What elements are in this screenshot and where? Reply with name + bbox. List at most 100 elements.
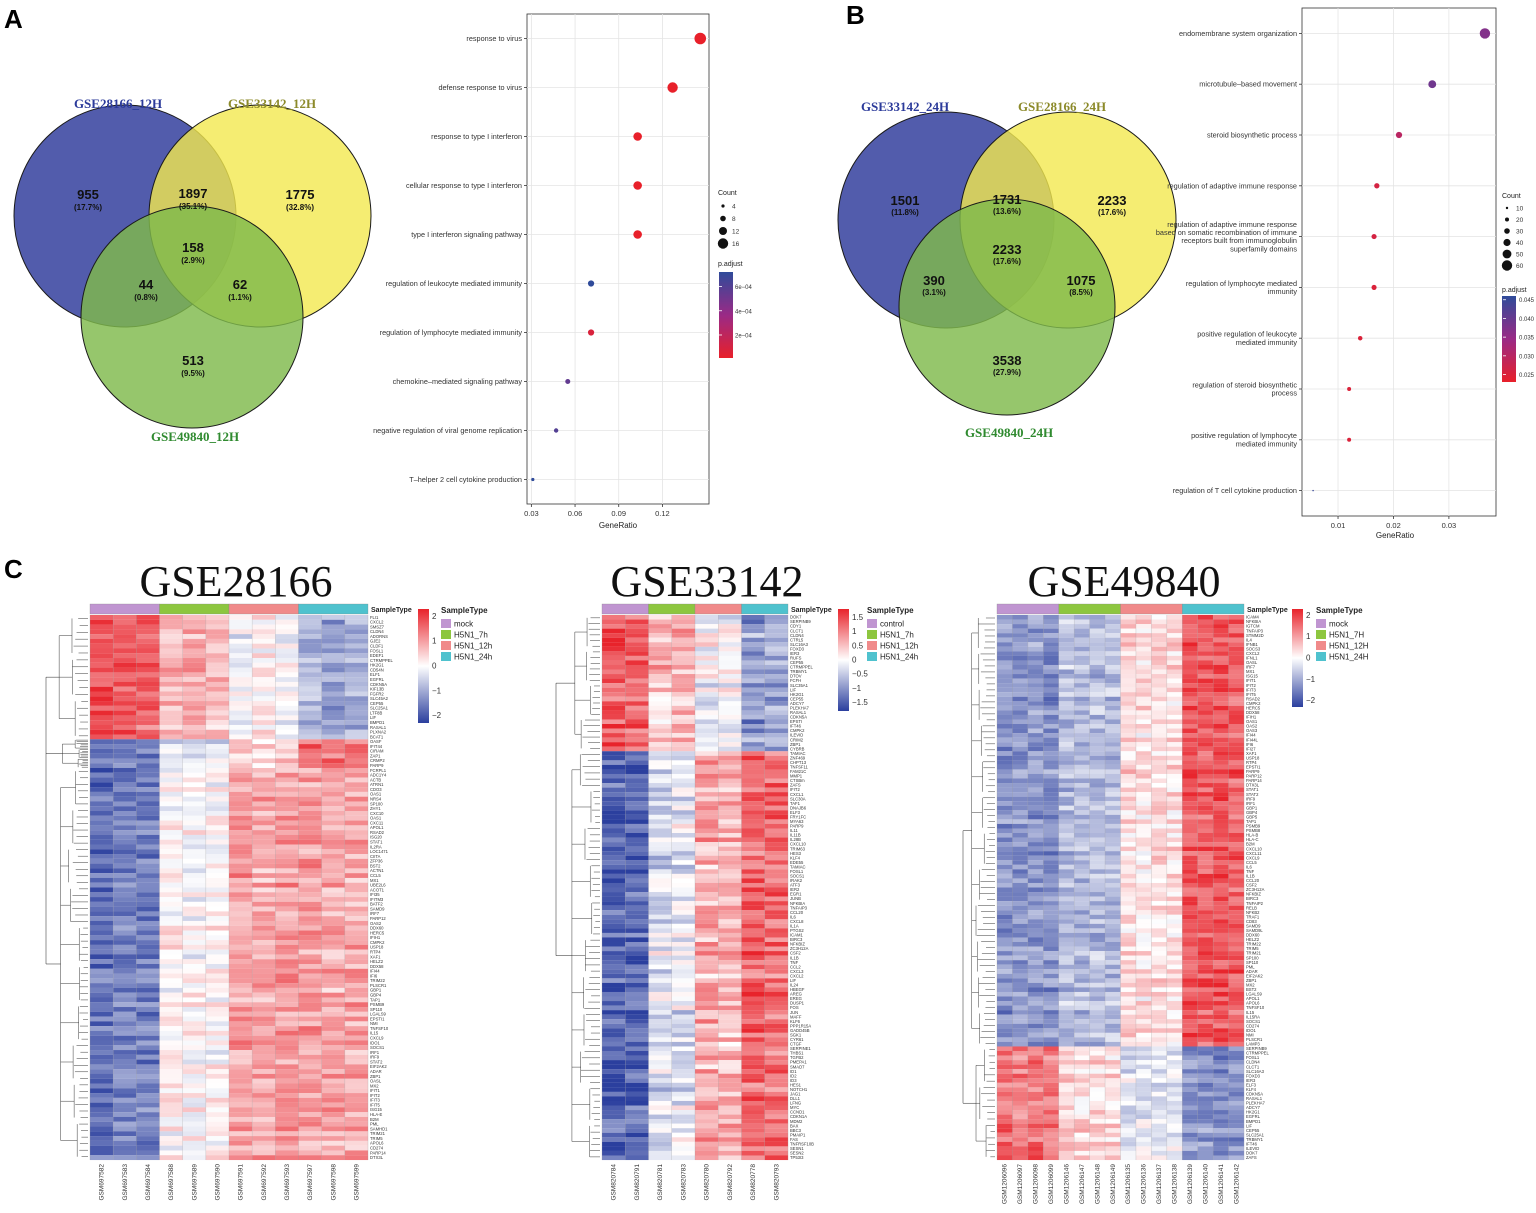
heatmap-cell xyxy=(695,646,719,652)
heatmap-cell xyxy=(764,651,789,656)
heatmap-cell xyxy=(602,705,626,711)
heatmap-cell xyxy=(1213,864,1229,870)
heatmap-cell xyxy=(1228,842,1245,847)
heatmap-cell xyxy=(1213,1110,1229,1115)
heatmap-cell xyxy=(205,868,230,874)
heatmap-cell xyxy=(718,737,742,743)
heatmap-cell xyxy=(695,615,719,620)
gene-label: ZAP1 xyxy=(370,753,381,758)
heatmap-cell xyxy=(1074,705,1090,711)
heatmap-cell xyxy=(1043,642,1059,647)
heatmap-cell xyxy=(1213,801,1229,806)
gene-label: IRF9 xyxy=(370,1055,380,1060)
heatmap-cell xyxy=(229,997,253,1003)
heatmap-cell xyxy=(695,914,719,920)
heatmap-cell xyxy=(182,777,206,783)
heatmap-cell xyxy=(718,1078,742,1083)
heatmap-cell xyxy=(1151,1137,1167,1142)
heatmap-cell xyxy=(321,820,345,826)
heatmap-cell xyxy=(1197,719,1214,725)
heatmap-cell xyxy=(1027,1019,1044,1024)
heatmap-cell xyxy=(90,724,114,730)
heatmap-cell xyxy=(229,868,253,874)
heatmap-cell xyxy=(602,1110,626,1115)
heatmap-cell xyxy=(625,1046,649,1052)
heatmap-cell xyxy=(1027,1046,1044,1052)
heatmap-cell xyxy=(671,892,696,897)
heatmap-cell xyxy=(1027,905,1044,911)
heatmap-cell xyxy=(1213,701,1229,706)
heatmap-cell xyxy=(1120,905,1136,911)
heatmap-cell xyxy=(1135,901,1152,906)
heatmap-cell xyxy=(1135,932,1152,938)
heatmap-cell xyxy=(671,769,696,775)
heatmap-cell xyxy=(1012,878,1028,884)
heatmap-cell xyxy=(1197,846,1214,852)
heatmap-cell xyxy=(205,1088,230,1094)
heatmap-cell xyxy=(113,724,137,730)
heatmap-cell xyxy=(136,658,160,663)
heatmap-cell xyxy=(1105,1010,1121,1015)
heatmap-cell xyxy=(229,916,253,922)
heatmap-cell xyxy=(1228,810,1245,815)
heatmap-cell xyxy=(182,911,206,917)
heatmap-cell xyxy=(229,638,253,644)
heatmap-cell xyxy=(671,787,696,793)
heatmap-cell xyxy=(695,814,719,820)
heatmap-cell xyxy=(344,1116,369,1122)
heatmap-cell xyxy=(625,973,649,979)
sample-group-bar xyxy=(601,603,649,615)
heatmap-cell xyxy=(205,925,230,931)
heatmap-cell xyxy=(90,1083,114,1089)
heatmap-cell xyxy=(1182,823,1198,829)
heatmap-cell xyxy=(1151,914,1167,920)
gene-label: SLC35A1 xyxy=(790,683,809,688)
heatmap-cell xyxy=(602,860,626,865)
heatmap-cell xyxy=(344,653,369,659)
gene-label: APOL1 xyxy=(370,825,384,830)
heatmap-cell xyxy=(252,1136,276,1141)
heatmap-cell xyxy=(764,1055,789,1061)
heatmap-cell xyxy=(625,674,649,679)
heatmap-cell xyxy=(205,1002,230,1008)
heatmap-cell xyxy=(718,755,742,761)
heatmap-cell xyxy=(159,1136,183,1141)
heatmap-cell xyxy=(741,683,765,688)
heatmap-cell xyxy=(344,820,369,826)
heatmap-cell xyxy=(695,1078,719,1083)
heatmap-cell xyxy=(1027,1060,1044,1065)
heatmap-cell xyxy=(1182,692,1198,697)
heatmap-cell xyxy=(1166,1010,1183,1015)
heatmap-cell xyxy=(1089,633,1106,638)
heatmap-cell xyxy=(1151,733,1167,738)
heatmap-cell xyxy=(1012,1051,1028,1056)
heatmap-cell xyxy=(1012,633,1028,638)
heatmap-cell xyxy=(182,744,206,749)
heatmap-cell xyxy=(90,1064,114,1070)
heatmap-cell xyxy=(252,1102,276,1108)
gene-label: SLC25A1 xyxy=(370,706,389,711)
gene-label: CXC11 xyxy=(370,820,384,825)
heatmap-cell xyxy=(764,1123,789,1129)
heatmap-cell xyxy=(321,1035,345,1041)
heatmap-cell xyxy=(764,851,789,856)
heatmap-cell xyxy=(321,887,345,893)
heatmap-cell xyxy=(1058,796,1075,802)
enrichment-dot xyxy=(1479,28,1491,39)
enrichment-dot xyxy=(633,132,642,141)
heatmap-cell xyxy=(298,844,322,850)
gene-label: SP100 xyxy=(370,801,383,806)
heatmap-cell xyxy=(695,1123,719,1129)
heatmap-cell xyxy=(90,1069,114,1074)
sample-group-bar xyxy=(741,603,789,615)
heatmap-cell xyxy=(1151,869,1167,874)
heatmap-cell xyxy=(1120,937,1136,943)
heatmap-cell xyxy=(1228,1078,1245,1083)
heatmap-cell xyxy=(695,946,719,952)
heatmap-cell xyxy=(298,1102,322,1108)
heatmap-cell xyxy=(695,919,719,924)
heatmap-cell xyxy=(648,928,672,933)
heatmap-cell xyxy=(1027,751,1044,756)
heatmap-cell xyxy=(648,978,672,983)
heatmap-cell xyxy=(1058,905,1075,911)
